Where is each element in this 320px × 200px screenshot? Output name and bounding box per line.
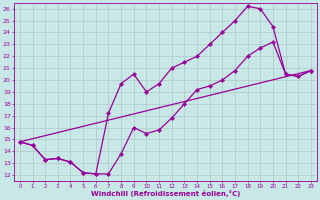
X-axis label: Windchill (Refroidissement éolien,°C): Windchill (Refroidissement éolien,°C) [91,190,240,197]
